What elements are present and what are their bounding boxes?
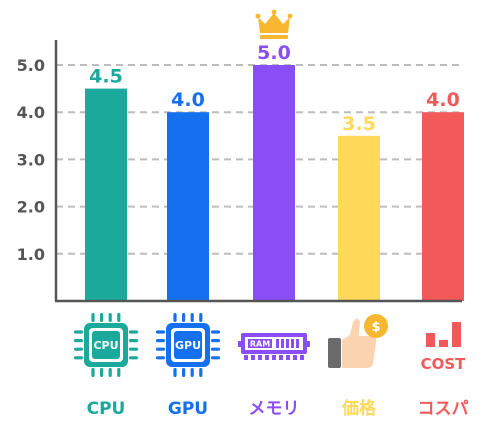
category-label: コスパ [418,399,469,419]
ram-module-icon: RAM [238,333,310,360]
data-label: 4.5 [89,66,123,88]
bar-0 [85,88,127,301]
category-label: GPU [168,399,208,419]
category-label: 価格 [341,398,377,419]
y-tick-label: 4.0 [17,103,45,122]
crown-jewel [271,9,277,15]
data-label: 5.0 [257,42,291,64]
bars [85,65,464,301]
crown-jewel [287,13,293,19]
crown-band [260,35,288,39]
thumbs-up-coin-icon: $ [328,314,388,368]
y-tick-label: 3.0 [17,150,45,169]
data-labels: 4.5 4.0 5.0 3.5 4.0 [89,42,460,135]
icon-text: COST [421,355,467,373]
cpu-chip-icon: CPU [74,313,138,377]
cost-chart-icon: COST [421,322,467,373]
axes [54,40,462,303]
crown-jewel [255,13,261,19]
y-tick-label: 1.0 [17,245,45,264]
data-label: 4.0 [171,89,205,111]
y-tick-labels: 1.0 2.0 3.0 4.0 5.0 [17,56,45,264]
crown-icon [255,9,293,39]
icon-text: $ [371,320,380,335]
crown-shape [258,13,290,33]
bar-4 [422,112,464,301]
category-labels: CPU GPU メモリ 価格 コスパ [87,398,469,419]
category-label: メモリ [249,399,300,419]
bar-3 [338,135,380,301]
category-icons: CPU GPU RAM $ COST [74,313,466,377]
icon-text: RAM [250,340,270,349]
y-tick-label: 2.0 [17,198,45,217]
bar-2 [253,65,295,301]
y-tick-label: 5.0 [17,56,45,75]
bar-1 [167,112,209,301]
gpu-chip-icon: GPU [156,313,220,377]
gridlines [56,64,462,255]
category-label: CPU [87,399,126,419]
icon-text: CPU [93,339,118,352]
data-label: 3.5 [342,113,376,135]
data-label: 4.0 [426,89,460,111]
icon-text: GPU [175,339,201,352]
